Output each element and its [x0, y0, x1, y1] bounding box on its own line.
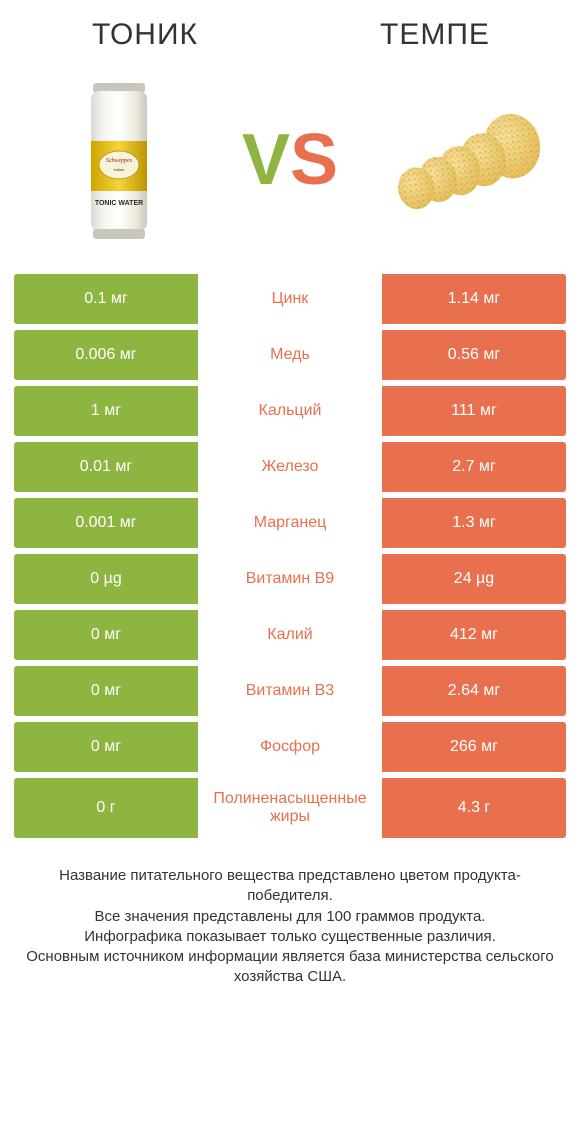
comparison-grid: 0.1 мгЦинк1.14 мг 0.006 мгМедь0.56 мг 1 мг… [0, 274, 580, 838]
nutrient-name: Калий [198, 610, 382, 660]
footer-line: Инфографика показывает только существенн… [22, 927, 558, 947]
svg-text:Indian: Indian [113, 167, 124, 172]
table-row: 0 мгФосфор266 мг [14, 722, 566, 772]
vs-row: Schweppes Indian TONIC WATER V S [0, 60, 580, 274]
left-value: 0 мг [14, 722, 198, 772]
nutrient-name: Медь [198, 330, 382, 380]
table-row: 0.01 мгЖелезо2.7 мг [14, 442, 566, 492]
header-right: ТЕМПЕ [290, 18, 580, 52]
right-value: 0.56 мг [382, 330, 566, 380]
table-row: 0.001 мгМарганец1.3 мг [14, 498, 566, 548]
nutrient-name: Фосфор [198, 722, 382, 772]
left-value: 0.1 мг [14, 274, 198, 324]
vs-s: S [290, 124, 338, 196]
tonic-can-icon: Schweppes Indian TONIC WATER [79, 75, 159, 245]
right-value: 2.64 мг [382, 666, 566, 716]
table-row: 0.006 мгМедь0.56 мг [14, 330, 566, 380]
nutrient-name: Полиненасыщенные жиры [198, 778, 382, 838]
footer-line: Название питательного вещества представл… [22, 866, 558, 907]
right-value: 1.3 мг [382, 498, 566, 548]
vs-label: V S [242, 124, 338, 196]
nutrient-name: Витамин B9 [198, 554, 382, 604]
right-value: 2.7 мг [382, 442, 566, 492]
product-image-left: Schweppes Indian TONIC WATER [29, 70, 209, 250]
vs-v: V [242, 124, 290, 196]
right-value: 1.14 мг [382, 274, 566, 324]
nutrient-name: Цинк [198, 274, 382, 324]
tempeh-icon [371, 105, 551, 215]
left-value: 0 мг [14, 666, 198, 716]
svg-text:TONIC WATER: TONIC WATER [94, 200, 142, 207]
footer-note: Название питательного вещества представл… [0, 838, 580, 988]
right-value: 412 мг [382, 610, 566, 660]
table-row: 0 мгВитамин B32.64 мг [14, 666, 566, 716]
left-value: 0 мг [14, 610, 198, 660]
left-value: 0 г [14, 778, 198, 838]
table-row: 0 µgВитамин B924 µg [14, 554, 566, 604]
left-value: 0.01 мг [14, 442, 198, 492]
right-value: 4.3 г [382, 778, 566, 838]
nutrient-name: Кальций [198, 386, 382, 436]
header-row: ТОНИК ТЕМПЕ [0, 0, 580, 60]
nutrient-name: Витамин B3 [198, 666, 382, 716]
table-row: 0 мгКалий412 мг [14, 610, 566, 660]
right-value: 111 мг [382, 386, 566, 436]
left-value: 0.006 мг [14, 330, 198, 380]
right-value: 266 мг [382, 722, 566, 772]
footer-line: Все значения представлены для 100 граммо… [22, 907, 558, 927]
table-row: 0 гПолиненасыщенные жиры4.3 г [14, 778, 566, 838]
infographic-root: ТОНИК ТЕМПЕ [0, 0, 580, 1144]
left-value: 1 мг [14, 386, 198, 436]
left-value: 0 µg [14, 554, 198, 604]
table-row: 0.1 мгЦинк1.14 мг [14, 274, 566, 324]
svg-text:Schweppes: Schweppes [105, 158, 132, 164]
nutrient-name: Марганец [198, 498, 382, 548]
left-value: 0.001 мг [14, 498, 198, 548]
footer-line: Основным источником информации является … [22, 947, 558, 988]
product-image-right [371, 70, 551, 250]
nutrient-name: Железо [198, 442, 382, 492]
right-value: 24 µg [382, 554, 566, 604]
table-row: 1 мгКальций111 мг [14, 386, 566, 436]
header-left: ТОНИК [0, 18, 290, 52]
